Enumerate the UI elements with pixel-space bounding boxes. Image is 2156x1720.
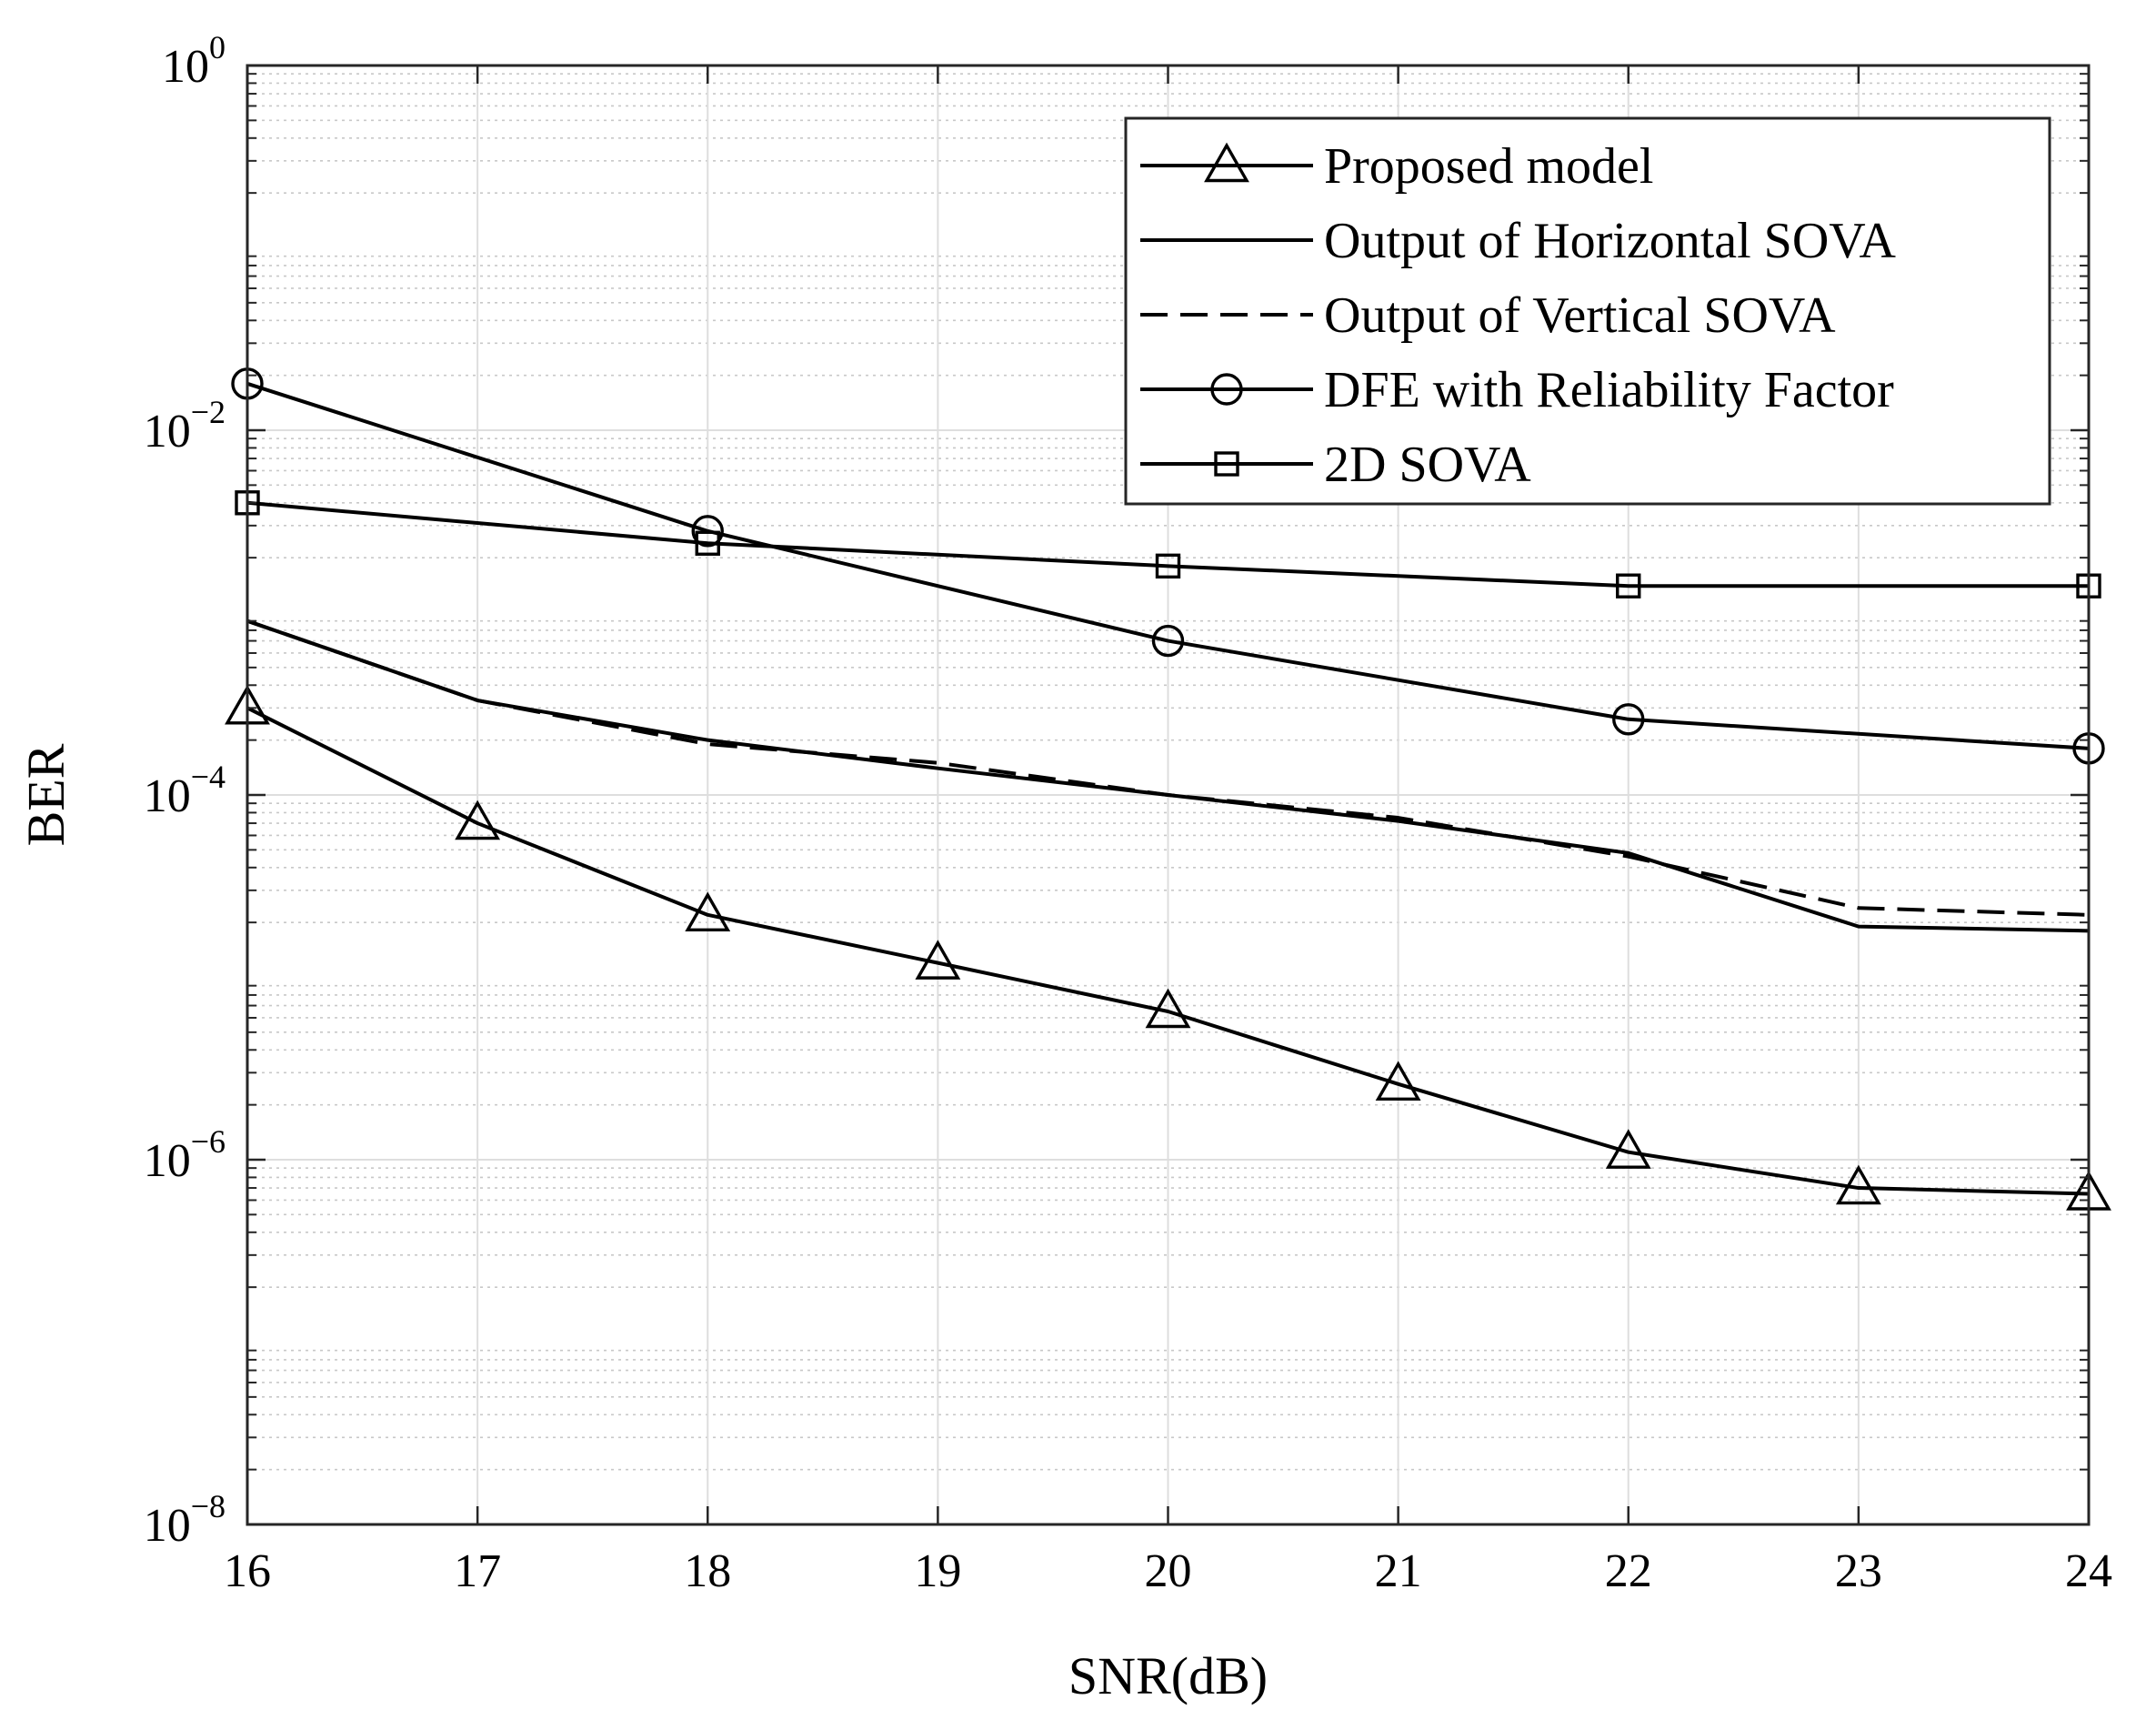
data-point — [1605, 1129, 1651, 1169]
x-tick-label: 18 — [684, 1545, 731, 1597]
x-tick-label: 19 — [914, 1545, 961, 1597]
data-point — [695, 530, 720, 556]
legend-label: DFE with Reliability Factor — [1324, 362, 1894, 418]
series-line — [246, 706, 2090, 1196]
x-tick-label: 20 — [1145, 1545, 1192, 1597]
x-tick-label: 16 — [224, 1545, 271, 1597]
legend-marker — [1214, 451, 1239, 477]
legend-label: Output of Horizontal SOVA — [1324, 213, 1896, 269]
data-point — [1151, 624, 1185, 658]
ticks: 16 17 18 19 20 21 22 23 24 10−8 10−6 10−4 10−2 100 — [144, 29, 2112, 1597]
data-point — [685, 891, 731, 932]
legend: Proposed model Output of Horizontal SOVA O… — [1124, 116, 2051, 506]
x-tick-label: 21 — [1375, 1545, 1422, 1597]
y-tick-label: 10−8 — [144, 1488, 226, 1552]
data-point — [1835, 1164, 1881, 1205]
series-line — [246, 500, 2089, 588]
data-point — [1145, 988, 1191, 1029]
y-tick-label: 10−4 — [144, 759, 226, 822]
data-point — [915, 940, 961, 980]
data-point — [455, 800, 501, 840]
data-point — [1155, 553, 1181, 579]
series-proposed-model — [225, 684, 2111, 1211]
y-tick-label: 10−2 — [144, 394, 226, 458]
legend-label: Proposed model — [1324, 138, 1653, 195]
x-tick-label: 24 — [2065, 1545, 2112, 1597]
data-point — [1612, 703, 1645, 736]
series-output-of-vertical-sova — [246, 619, 2090, 917]
legend-label: Output of Vertical SOVA — [1324, 287, 1836, 344]
series-line — [246, 381, 2090, 750]
y-tick-label: 100 — [162, 29, 226, 93]
y-tick-label: 10−6 — [144, 1123, 226, 1187]
y-axis-title: BER — [16, 743, 75, 846]
legend-box — [1124, 116, 2051, 506]
x-axis-title: SNR(dB) — [1068, 1646, 1268, 1705]
legend-marker — [1210, 373, 1243, 406]
x-tick-label: 23 — [1835, 1545, 1882, 1597]
legend-marker — [1204, 142, 1249, 183]
x-tick-label: 22 — [1605, 1545, 1652, 1597]
series-line — [246, 619, 2090, 917]
data-point — [1375, 1061, 1421, 1101]
data-point — [1616, 573, 1641, 598]
legend-label: 2D SOVA — [1324, 437, 1531, 493]
x-tick-label: 17 — [454, 1545, 501, 1597]
data-point — [691, 515, 724, 548]
